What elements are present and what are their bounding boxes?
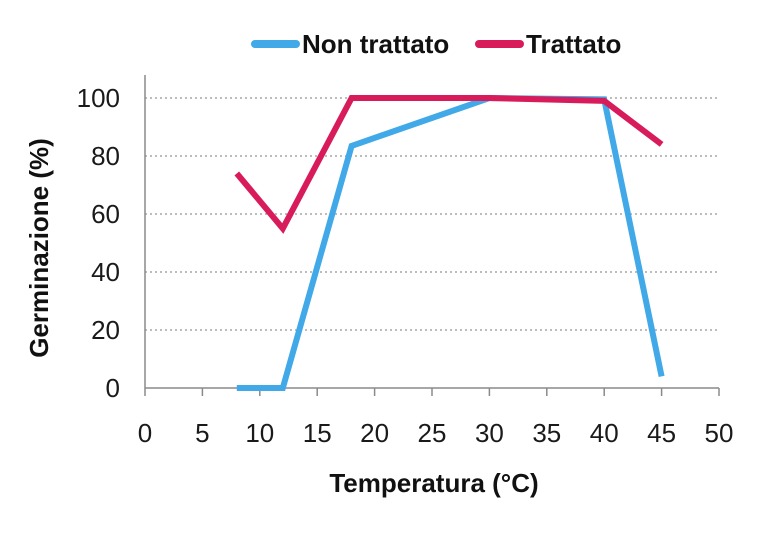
y-axis-title: Germinazione (%)	[24, 138, 54, 358]
x-tick-label-5: 5	[195, 418, 209, 448]
x-tick-label-15: 15	[303, 418, 332, 448]
y-tick-label-100: 100	[77, 83, 120, 113]
legend: Non trattato Trattato	[251, 29, 621, 59]
x-tick-labels: 0 5 10 15 20 25 30 35 40 45 50	[138, 418, 734, 448]
x-axis-title: Temperatura (°C)	[329, 468, 538, 498]
series-line-trattato	[234, 95, 664, 234]
x-tick-label-45: 45	[647, 418, 676, 448]
x-tick-label-10: 10	[245, 418, 274, 448]
legend-label-trattato: Trattato	[526, 29, 621, 59]
y-tick-labels: 0 20 40 60 80 100	[77, 83, 120, 403]
x-tick-label-30: 30	[475, 418, 504, 448]
series-line-non-trattato	[236, 94, 665, 391]
grid-lines	[145, 97, 719, 331]
y-tick-label-40: 40	[91, 257, 120, 287]
legend-label-non-trattato: Non trattato	[302, 29, 449, 59]
x-tick-label-20: 20	[360, 418, 389, 448]
x-tick-label-50: 50	[705, 418, 734, 448]
y-tick-label-20: 20	[91, 315, 120, 345]
series-lines	[234, 94, 665, 391]
x-tick-label-0: 0	[138, 418, 152, 448]
y-tick-label-60: 60	[91, 199, 120, 229]
x-tick-label-35: 35	[532, 418, 561, 448]
y-tick-label-80: 80	[91, 141, 120, 171]
x-tick-label-40: 40	[590, 418, 619, 448]
y-tick-label-0: 0	[106, 373, 120, 403]
x-tick-label-25: 25	[418, 418, 447, 448]
